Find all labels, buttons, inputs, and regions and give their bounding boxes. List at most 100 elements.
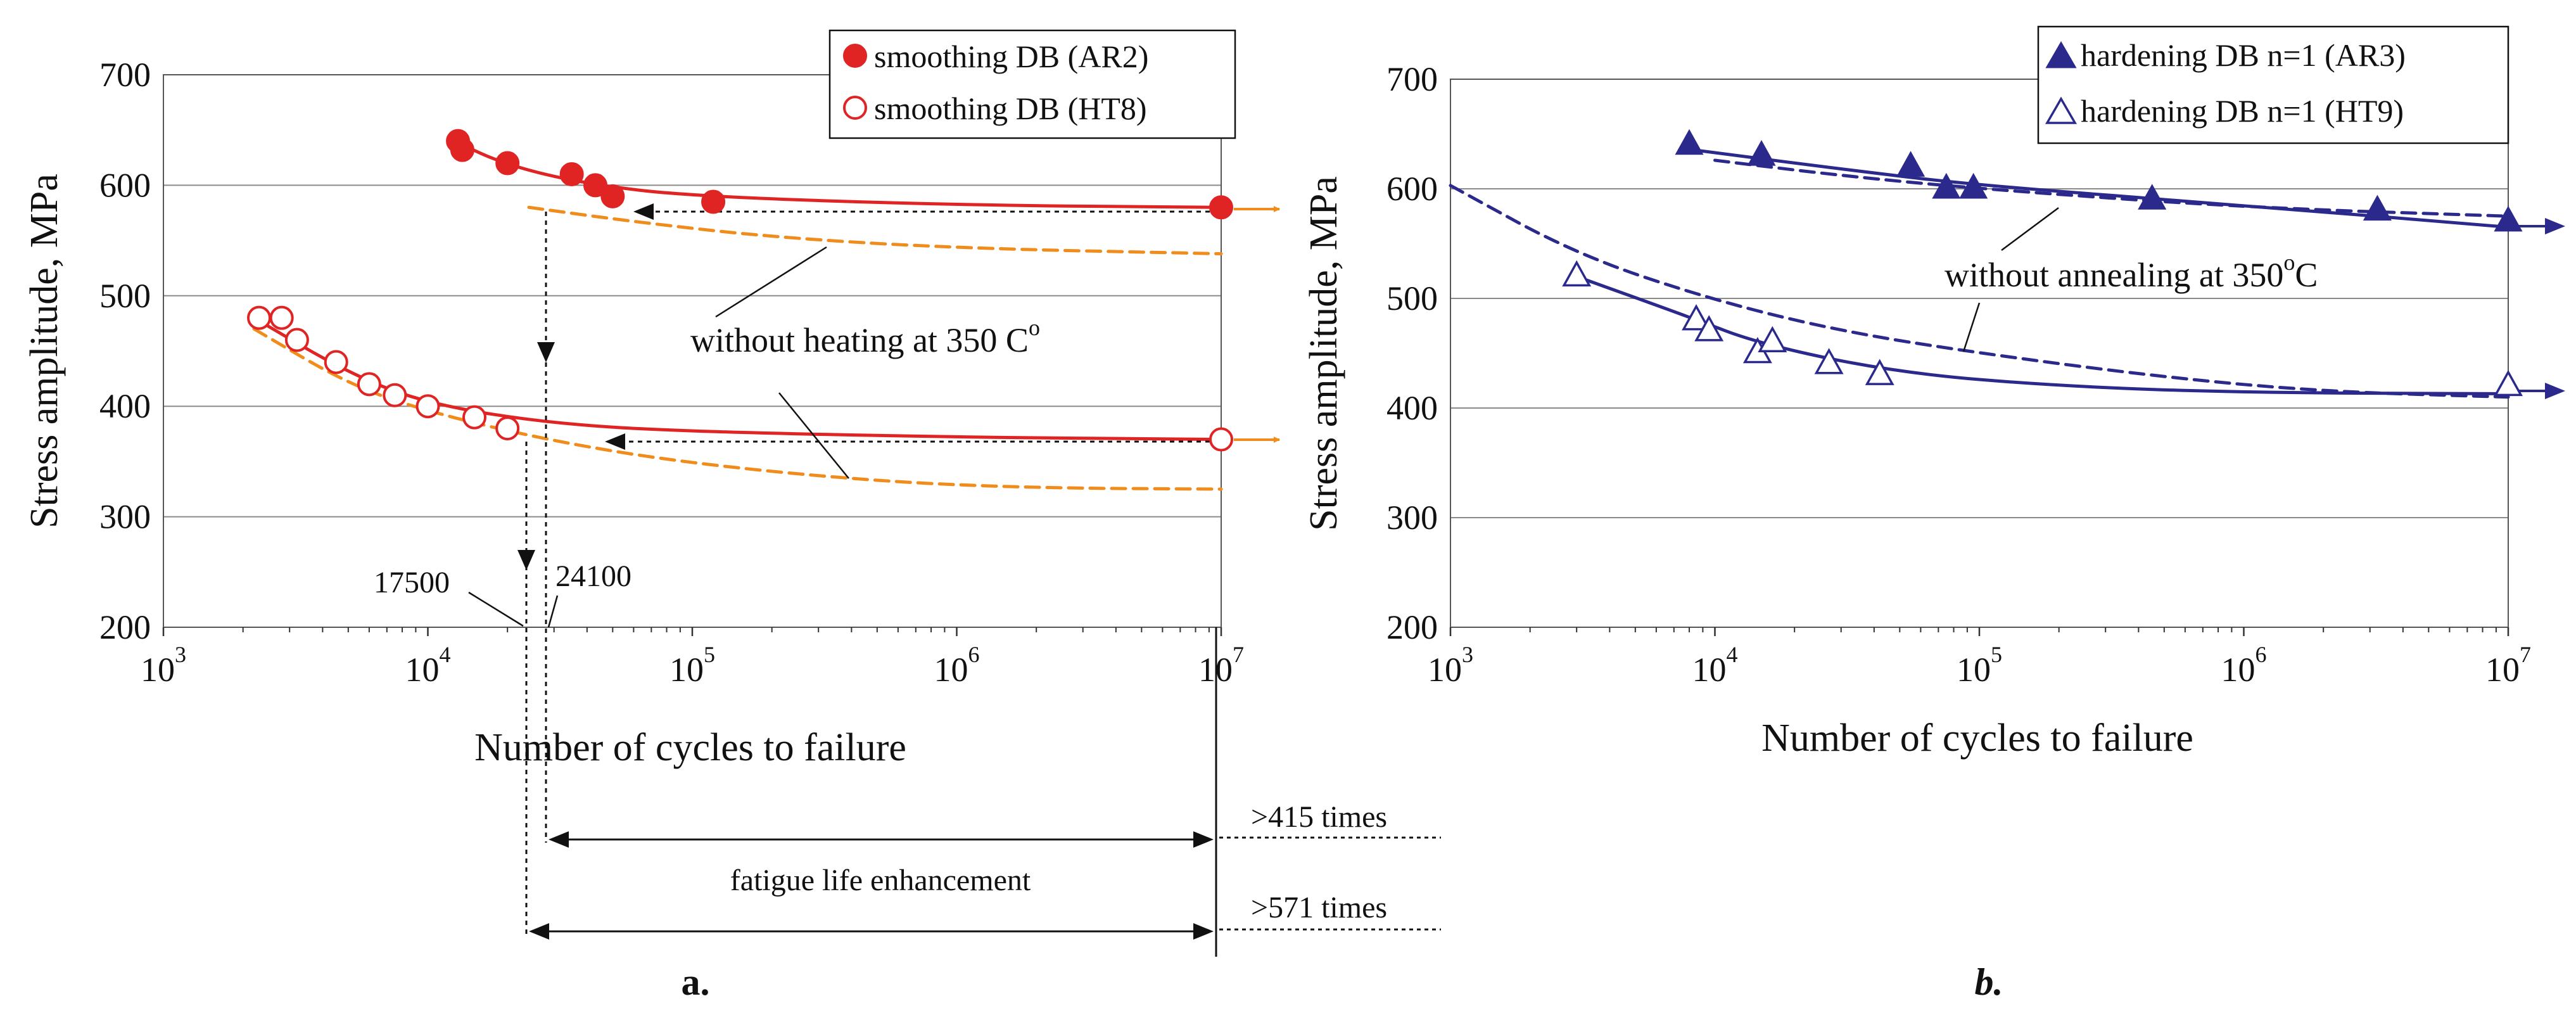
legend-label-ht9: hardening DB n=1 (HT9): [2081, 93, 2404, 129]
data-point-smoothing-db-ht8: [357, 372, 381, 397]
y-tick-label: 700: [1386, 60, 1438, 98]
x-tick-base: 10: [1957, 651, 1991, 689]
shift-arrowhead-ht8: [605, 433, 625, 450]
x-tick-exponent: 4: [1727, 642, 1738, 667]
data-points-b: [1562, 129, 2523, 397]
enhancement-arrowhead-ht-left: [529, 923, 549, 940]
legend-marker-ht9: [2045, 96, 2078, 124]
data-point-hardening-db-n-1-ht9: [1865, 359, 1894, 385]
x-tick-exponent: 5: [1991, 642, 2002, 667]
y-axis-title-b: Stress amplitude, MPa: [1302, 176, 1345, 531]
legend-a-box: [828, 29, 1236, 139]
annotation-without-heating: without heating at 350 Co: [690, 315, 1040, 359]
drop-arrowhead-17500: [517, 550, 535, 570]
data-point-smoothing-db-ar2: [1209, 195, 1233, 220]
runout-arrowhead-ar3: [2545, 218, 2565, 234]
label-571-times: >571 times: [1251, 891, 1387, 924]
data-point-hardening-db-n-1-ar3: [2138, 184, 2167, 210]
fit-lines-a: [252, 139, 1223, 491]
data-point-hardening-db-n-1-ar3: [1932, 172, 1961, 199]
annotation-degree-b: o: [2283, 250, 2295, 275]
label-fatigue-life-enhancement: fatigue life enhancement: [730, 864, 1031, 897]
legend-marker-ht8: [843, 96, 867, 120]
annotation-degree-a: o: [1029, 315, 1040, 340]
legend-a: smoothing DB (AR2) smoothing DB (HT8): [828, 29, 1236, 139]
x-tick-label: 103: [141, 642, 186, 689]
annotation-without-annealing: without annealing at 350oC: [1945, 250, 2318, 294]
data-point-hardening-db-n-1-ar3: [2363, 195, 2392, 221]
y-tick-label: 500: [99, 277, 151, 315]
legend-label-ht8: smoothing DB (HT8): [874, 91, 1147, 126]
data-point-hardening-db-n-1-ht9: [1758, 326, 1787, 352]
legend-label-ar2: smoothing DB (AR2): [874, 39, 1148, 74]
y-tick-label: 300: [1386, 499, 1438, 537]
data-point-smoothing-db-ht8: [269, 305, 294, 330]
x-tick-label: 107: [1198, 642, 1244, 689]
data-point-hardening-db-n-1-ht9: [2494, 369, 2523, 397]
data-point-hardening-db-n-1-ar3: [1675, 129, 1704, 155]
callout-leader-b1: [2001, 207, 2059, 252]
x-axis-title-a: Number of cycles to failure: [474, 726, 906, 769]
x-tick-exponent: 7: [2520, 642, 2531, 667]
fit-line-ar2-fit: [452, 139, 1223, 209]
x-tick-base: 10: [141, 651, 175, 689]
x-tick-exponent: 4: [440, 642, 451, 667]
y-ticks-a: 200 300 400 500 600 700: [99, 56, 151, 646]
annotation-unit-b: C: [2295, 256, 2318, 294]
legend-label-ar3: hardening DB n=1 (AR3): [2081, 37, 2406, 73]
data-point-hardening-db-n-1-ar3: [1896, 151, 1926, 177]
x-tick-exponent: 7: [1233, 642, 1244, 667]
data-point-hardening-db-n-1-ar3: [1747, 140, 1776, 166]
enhancement-arrowhead-ar-right: [1193, 831, 1214, 848]
data-point-hardening-db-n-1-ar3: [2494, 205, 2523, 232]
fit-line-ht8-without-heating: [252, 327, 1223, 491]
x-tick-base: 10: [934, 651, 968, 689]
data-point-smoothing-db-ar2: [583, 173, 607, 198]
x-ticks-b: 103 104 105 106 107: [1428, 627, 2531, 689]
drop-arrowhead-24100: [537, 342, 555, 362]
y-tick-label: 200: [1386, 608, 1438, 646]
x-tick-label: 107: [2485, 642, 2531, 689]
x-tick-exponent: 3: [1462, 642, 1473, 667]
x-tick-exponent: 6: [2256, 642, 2267, 667]
fit-line-ar2-without-heating: [527, 205, 1223, 256]
label-17500: 17500: [374, 566, 450, 599]
x-tick-label: 104: [405, 642, 451, 689]
x-ticks-a: 103 104 105 106 107: [141, 627, 1244, 689]
legend-marker-ar3: [2045, 41, 2077, 68]
x-tick-label: 105: [669, 642, 715, 689]
x-tick-base: 10: [1692, 651, 1727, 689]
x-axis-title-b: Number of cycles to failure: [1761, 717, 2193, 760]
legend-b-box: [2037, 25, 2509, 144]
x-tick-label: 104: [1692, 642, 1738, 689]
data-point-smoothing-db-ar2: [559, 162, 584, 186]
x-tick-label: 106: [2221, 642, 2267, 689]
legend-marker-ar2: [843, 44, 867, 68]
data-point-smoothing-db-ar2: [495, 151, 520, 176]
data-point-hardening-db-n-1-ht9: [1814, 348, 1844, 374]
y-tick-label: 400: [1386, 389, 1438, 427]
x-tick-base: 10: [405, 651, 440, 689]
data-point-smoothing-db-ht8: [1209, 427, 1233, 452]
fit-line-ar3-without-annealing: [1713, 158, 2510, 218]
fit-line-ht9-fit: [1575, 274, 2510, 396]
y-tick-label: 700: [99, 56, 151, 94]
x-tick-base: 10: [669, 651, 704, 689]
x-tick-label: 106: [934, 642, 980, 689]
runout-arrowhead-ht9: [2545, 383, 2565, 399]
leader-24100: [547, 595, 559, 628]
data-point-smoothing-db-ar2: [450, 137, 474, 162]
x-tick-exponent: 5: [704, 642, 715, 667]
data-point-smoothing-db-ar2: [701, 189, 726, 214]
data-point-hardening-db-n-1-ar3: [1959, 172, 1988, 199]
data-points-a: [247, 129, 1233, 452]
y-tick-label: 600: [99, 166, 151, 204]
y-axis-title-a: Stress amplitude, MPa: [23, 174, 66, 528]
data-point-hardening-db-n-1-ht9: [1694, 315, 1724, 342]
x-tick-exponent: 3: [175, 642, 186, 667]
data-point-smoothing-db-ht8: [284, 328, 309, 352]
y-tick-label: 500: [1386, 279, 1438, 317]
